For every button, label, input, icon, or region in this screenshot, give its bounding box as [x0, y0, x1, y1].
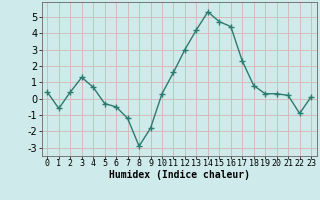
X-axis label: Humidex (Indice chaleur): Humidex (Indice chaleur)	[109, 170, 250, 180]
